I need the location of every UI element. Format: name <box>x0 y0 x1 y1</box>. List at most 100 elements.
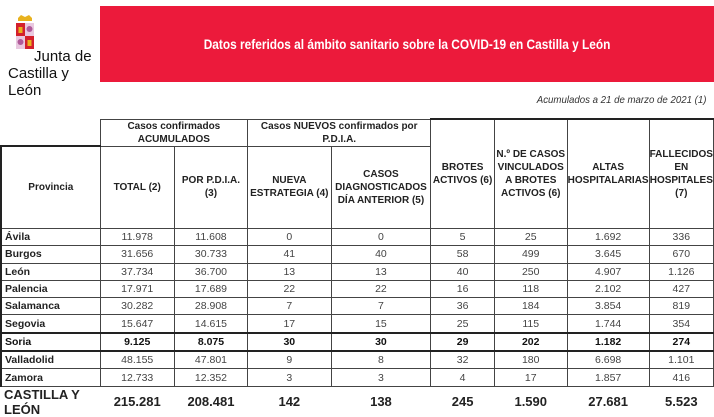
value-cell: 31.656 <box>99 245 175 264</box>
province-cell: Burgos <box>0 245 101 264</box>
value-cell: 336 <box>648 227 714 247</box>
value-cell: 0 <box>330 227 432 247</box>
value-cell: 28.908 <box>173 297 249 316</box>
table-row: León 37.734 36.700 13 13 40 250 4.907 1.126 <box>0 262 714 281</box>
province-cell: Segovia <box>0 314 101 334</box>
value-cell: 184 <box>493 297 568 316</box>
value-cell: 29 <box>430 331 495 353</box>
value-cell: 180 <box>493 350 568 370</box>
col-header: ALTAS HOSPITALARIAS <box>566 118 650 229</box>
value-cell: 36 <box>430 297 495 316</box>
total-row: CASTILLA Y LEÓN 215.281 208.481 142 138 245 1.… <box>1 386 714 417</box>
value-cell: 40 <box>430 262 495 281</box>
junta-logo: Junta de Castilla y León <box>6 6 96 99</box>
value-cell: 17 <box>493 368 568 387</box>
value-cell: 11.978 <box>99 227 175 247</box>
table-row: Zamora 12.733 12.352 3 3 4 17 1.857 416 <box>0 368 714 387</box>
col-header: POR P.D.I.A. (3) <box>173 145 249 229</box>
value-cell: 17.971 <box>99 279 175 299</box>
value-cell: 15 <box>330 314 432 334</box>
value-cell: 47.801 <box>173 350 249 370</box>
table-row: Palencia 17.971 17.689 22 22 16 118 2.102 427 <box>0 279 714 299</box>
table-row: Soria 9.125 8.075 30 30 29 202 1.182 274 <box>0 331 714 353</box>
value-cell: 12.352 <box>173 368 249 387</box>
table-row: Segovia 15.647 14.615 17 15 25 115 1.744 354 <box>0 314 714 334</box>
coat-of-arms-icon <box>16 15 34 49</box>
col-header: FALLECIDOS EN HOSPITALES (7) <box>648 118 714 229</box>
value-cell: 2.102 <box>566 279 650 299</box>
value-cell: 250 <box>493 262 568 281</box>
value-cell: 3.854 <box>566 297 650 316</box>
value-cell: 17 <box>247 314 332 334</box>
value-cell: 274 <box>648 331 714 353</box>
value-cell: 12.733 <box>99 368 175 387</box>
value-cell: 3 <box>330 368 432 387</box>
table-row: Ávila 11.978 11.608 0 0 5 25 1.692 336 <box>0 227 714 247</box>
value-cell: 5 <box>430 227 495 247</box>
value-cell: 8 <box>330 350 432 370</box>
value-cell: 9.125 <box>99 331 175 353</box>
value-cell: 670 <box>648 245 714 264</box>
col-header: TOTAL (2) <box>99 145 175 229</box>
value-cell: 4 <box>430 368 495 387</box>
province-cell: Salamanca <box>0 297 101 316</box>
col-header: N.º DE CASOS VINCULADOS A BROTES ACTIVOS… <box>493 118 568 229</box>
value-cell: 8.075 <box>173 331 249 353</box>
value-cell: 1.744 <box>566 314 650 334</box>
page-title: Datos referidos al ámbito sanitario sobr… <box>203 36 611 52</box>
value-cell: 48.155 <box>99 350 175 370</box>
value-cell: 208.481 <box>187 394 235 410</box>
value-cell: 40 <box>330 245 432 264</box>
table-row: Salamanca 30.282 28.908 7 7 36 184 3.854 819 <box>0 297 714 316</box>
value-cell: 11.608 <box>173 227 249 247</box>
value-cell: 25 <box>493 227 568 247</box>
value-cell: 6.698 <box>566 350 650 370</box>
province-cell: Ávila <box>0 227 101 247</box>
value-cell: 25 <box>430 314 495 334</box>
group-header-acumulados: Casos confirmados ACUMULADOS <box>99 118 249 147</box>
value-cell: 30 <box>330 331 432 353</box>
value-cell: 13 <box>330 262 432 281</box>
value-cell: 4.907 <box>566 262 650 281</box>
value-cell: 138 <box>370 394 392 410</box>
value-cell: 37.734 <box>99 262 175 281</box>
title-banner: Datos referidos al ámbito sanitario sobr… <box>100 6 714 82</box>
value-cell: 36.700 <box>173 262 249 281</box>
province-cell: CASTILLA Y LEÓN <box>4 386 80 417</box>
value-cell: 32 <box>430 350 495 370</box>
table-row: Valladolid 48.155 47.801 9 8 32 180 6.698 1.101 <box>0 350 714 370</box>
table-row: Burgos 31.656 30.733 41 40 58 499 3.645 670 <box>0 245 714 264</box>
value-cell: 30.282 <box>99 297 175 316</box>
value-cell: 3.645 <box>566 245 650 264</box>
value-cell: 202 <box>493 331 568 353</box>
province-cell: León <box>0 262 101 281</box>
value-cell: 1.101 <box>648 350 714 370</box>
value-cell: 41 <box>247 245 332 264</box>
logo-text-line1: Junta de <box>34 48 92 65</box>
value-cell: 499 <box>493 245 568 264</box>
value-cell: 22 <box>330 279 432 299</box>
value-cell: 142 <box>278 394 301 410</box>
group-header-nuevos: Casos NUEVOS confirmados por P.D.I.A. <box>247 118 432 147</box>
value-cell: 819 <box>648 297 714 316</box>
value-cell: 245 <box>451 394 474 410</box>
date-subtitle: Acumulados a 21 de marzo de 2021 (1) <box>536 94 706 106</box>
value-cell: 215.281 <box>113 394 161 410</box>
value-cell: 1.692 <box>566 227 650 247</box>
value-cell: 15.647 <box>99 314 175 334</box>
province-cell: Zamora <box>0 368 101 387</box>
value-cell: 0 <box>247 227 332 247</box>
value-cell: 22 <box>247 279 332 299</box>
value-cell: 30 <box>247 331 332 353</box>
value-cell: 7 <box>330 297 432 316</box>
value-cell: 427 <box>648 279 714 299</box>
value-cell: 7 <box>247 297 332 316</box>
covid-data-table: Casos confirmados ACUMULADOS Casos NUEVO… <box>0 118 714 417</box>
col-header: BROTES ACTIVOS (6) <box>430 118 495 229</box>
value-cell: 27.681 <box>588 394 628 410</box>
value-cell: 1.126 <box>648 262 714 281</box>
value-cell: 1.182 <box>566 331 650 353</box>
logo-text-line2: Castilla y León <box>8 65 69 99</box>
value-cell: 17.689 <box>173 279 249 299</box>
value-cell: 5.523 <box>665 394 698 410</box>
